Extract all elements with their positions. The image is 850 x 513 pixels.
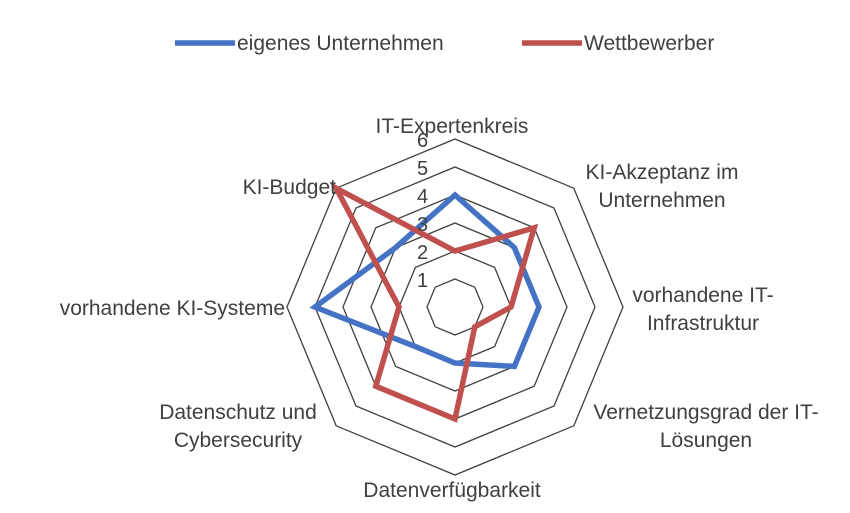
tick-label-1: 1 <box>417 270 428 292</box>
category-label: Datenverfügbarkeit <box>363 479 541 502</box>
tick-label-5: 5 <box>417 158 428 180</box>
category-label: IT-Expertenkreis <box>376 115 529 138</box>
category-label: KI-Akzeptanz im Unternehmen <box>586 161 739 212</box>
grid-ring-5 <box>314 166 596 448</box>
grid-ring-6 <box>286 138 624 476</box>
radar-tick-labels: 1 2 3 4 5 6 <box>417 130 428 292</box>
legend: eigenes Unternehmen Wettbewerber <box>175 32 714 55</box>
radar-series <box>309 181 542 423</box>
category-label: vorhandene IT-Infrastruktur <box>632 284 773 335</box>
category-label: vorhandene KI-Systeme <box>60 297 285 320</box>
series-line-wettbewerber <box>329 181 539 423</box>
tick-label-6: 6 <box>417 130 428 152</box>
category-label: Datenschutz und Cybersecurity <box>159 401 317 452</box>
tick-label-4: 4 <box>417 186 428 208</box>
tick-label-2: 2 <box>417 242 428 264</box>
grid-ring-1 <box>426 278 484 336</box>
legend-label: eigenes Unternehmen <box>237 32 444 55</box>
radar-category-labels: IT-Expertenkreis KI-Akzeptanz im Unternehm… <box>60 115 819 502</box>
category-label: Vernetzungsgrad der IT-Lösungen <box>593 401 818 452</box>
legend-label: Wettbewerber <box>584 32 714 55</box>
tick-label-3: 3 <box>417 214 428 236</box>
category-label: KI-Budget <box>243 176 337 199</box>
